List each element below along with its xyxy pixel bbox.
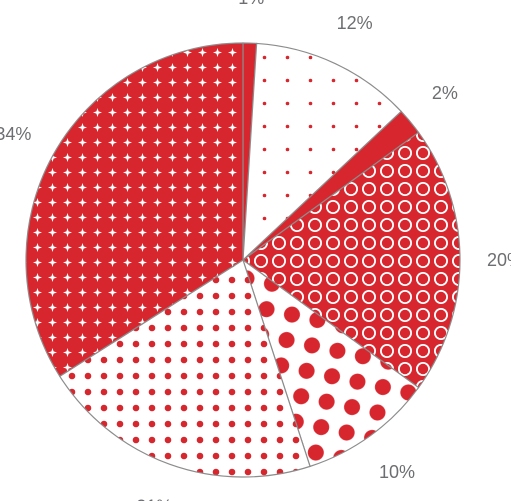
pie-slice-10-percent <box>241 258 420 468</box>
pie-label-10-percent: 10% <box>379 462 415 482</box>
pie-slice-20-percent <box>241 131 461 389</box>
pie-slices <box>25 42 461 478</box>
pie-slice-21-percent <box>58 259 311 478</box>
pie-label-34-percent: 34% <box>0 124 31 144</box>
pie-label-21-percent: 21% <box>136 497 172 501</box>
pie-label-20-percent: 20% <box>487 250 511 270</box>
pie-slice-12-percent <box>242 42 403 262</box>
pie-label-12-percent: 12% <box>337 13 373 33</box>
pie-label-1-percent: 1% <box>238 0 264 8</box>
pie-slice-34-percent <box>25 42 244 378</box>
pie-label-2-percent: 2% <box>432 83 458 103</box>
